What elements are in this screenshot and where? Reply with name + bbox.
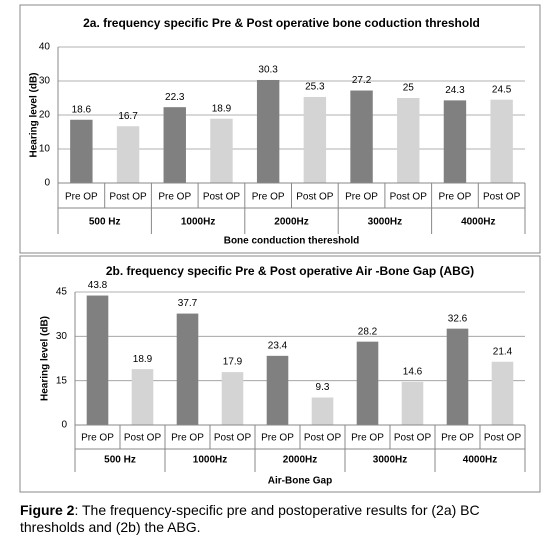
chart-frame (19, 255, 541, 493)
data-label: 22.3 (165, 92, 185, 103)
chart-title: 2b. frequency specific Pre & Post operat… (106, 264, 474, 278)
x-group-label: 2000Hz (283, 455, 317, 466)
x-group-label: 4000Hz (463, 455, 497, 466)
y-tick-label: 40 (39, 42, 51, 53)
y-tick-label: 0 (44, 178, 50, 189)
data-label: 25 (403, 83, 415, 94)
x-tick-label: Post OP (394, 433, 432, 444)
data-label: 24.5 (492, 84, 512, 95)
bar (210, 118, 233, 183)
x-group-label: 1000Hz (193, 455, 227, 466)
x-tick-label: Pre OP (345, 192, 378, 203)
figure: 2a. frequency specific Pre & Post operat… (19, 4, 541, 493)
data-label: 43.8 (88, 280, 108, 291)
bar (86, 295, 109, 425)
bar (401, 381, 424, 425)
y-tick-label: 10 (39, 144, 51, 155)
caption-text: : The frequency-specific pre and postope… (20, 502, 480, 535)
x-axis-label: Bone conduction thereshold (224, 236, 360, 247)
bar (491, 361, 514, 425)
x-tick-label: Post OP (124, 433, 162, 444)
bar (356, 341, 379, 425)
data-label: 21.4 (493, 346, 513, 357)
x-tick-label: Post OP (296, 192, 334, 203)
x-group-label: 4000Hz (461, 217, 495, 228)
y-tick-label: 20 (39, 110, 51, 121)
x-group-label: 1000Hz (181, 217, 215, 228)
y-axis-label: Hearing level (dB) (40, 316, 51, 401)
x-tick-label: Pre OP (65, 192, 98, 203)
bar (311, 397, 334, 425)
bar (176, 313, 199, 425)
x-tick-label: Post OP (484, 433, 522, 444)
data-label: 16.7 (118, 111, 138, 122)
data-label: 37.7 (178, 298, 198, 309)
bar (446, 328, 469, 425)
caption: Figure 2: The frequency-specific pre and… (20, 502, 536, 536)
x-tick-label: Pre OP (252, 192, 285, 203)
x-group-label: 3000Hz (368, 217, 402, 228)
y-tick-label: 30 (56, 331, 68, 342)
y-tick-label: 45 (56, 287, 68, 298)
data-label: 30.3 (258, 65, 278, 76)
x-tick-label: Post OP (304, 433, 342, 444)
data-label: 23.4 (268, 340, 288, 351)
x-tick-label: Post OP (203, 192, 241, 203)
bar (397, 98, 420, 183)
x-group-label: 3000Hz (373, 455, 407, 466)
x-tick-label: Pre OP (439, 192, 472, 203)
chart-title: 2a. frequency specific Pre & Post operat… (83, 16, 480, 30)
x-group-label: 500 Hz (104, 455, 136, 466)
x-tick-label: Post OP (109, 192, 147, 203)
data-label: 25.3 (305, 82, 325, 93)
data-label: 24.3 (445, 85, 465, 96)
bar (350, 90, 373, 183)
x-tick-label: Pre OP (171, 433, 204, 444)
bar (221, 372, 244, 425)
data-label: 18.6 (72, 104, 92, 115)
x-tick-label: Pre OP (441, 433, 474, 444)
x-tick-label: Pre OP (261, 433, 294, 444)
bar (443, 100, 467, 183)
bar (303, 96, 327, 183)
data-label: 9.3 (316, 382, 330, 393)
data-label: 18.9 (133, 354, 153, 365)
y-tick-label: 0 (61, 420, 67, 431)
y-tick-label: 30 (39, 76, 51, 87)
y-axis-label: Hearing level (dB) (29, 72, 40, 157)
chart-frame (19, 4, 541, 254)
bar (490, 99, 513, 183)
data-label: 14.6 (403, 366, 423, 377)
bar (266, 355, 289, 425)
x-tick-label: Post OP (214, 433, 252, 444)
x-axis-label: Air-Bone Gap (268, 476, 332, 487)
x-tick-label: Pre OP (351, 433, 384, 444)
x-tick-label: Pre OP (158, 192, 191, 203)
x-tick-label: Post OP (390, 192, 428, 203)
y-tick-label: 15 (56, 375, 68, 386)
data-label: 28.2 (358, 326, 378, 337)
data-label: 18.9 (212, 103, 232, 114)
bar (70, 119, 93, 183)
bar (131, 369, 154, 425)
bar (256, 79, 280, 183)
x-tick-label: Post OP (483, 192, 521, 203)
x-tick-label: Pre OP (81, 433, 114, 444)
x-group-label: 500 Hz (89, 217, 121, 228)
bar (163, 107, 186, 183)
bar (116, 126, 140, 183)
caption-label: Figure 2 (20, 502, 75, 518)
data-label: 32.6 (448, 313, 468, 324)
x-group-label: 2000Hz (274, 217, 308, 228)
data-label: 27.2 (352, 75, 372, 86)
data-label: 17.9 (223, 357, 243, 368)
